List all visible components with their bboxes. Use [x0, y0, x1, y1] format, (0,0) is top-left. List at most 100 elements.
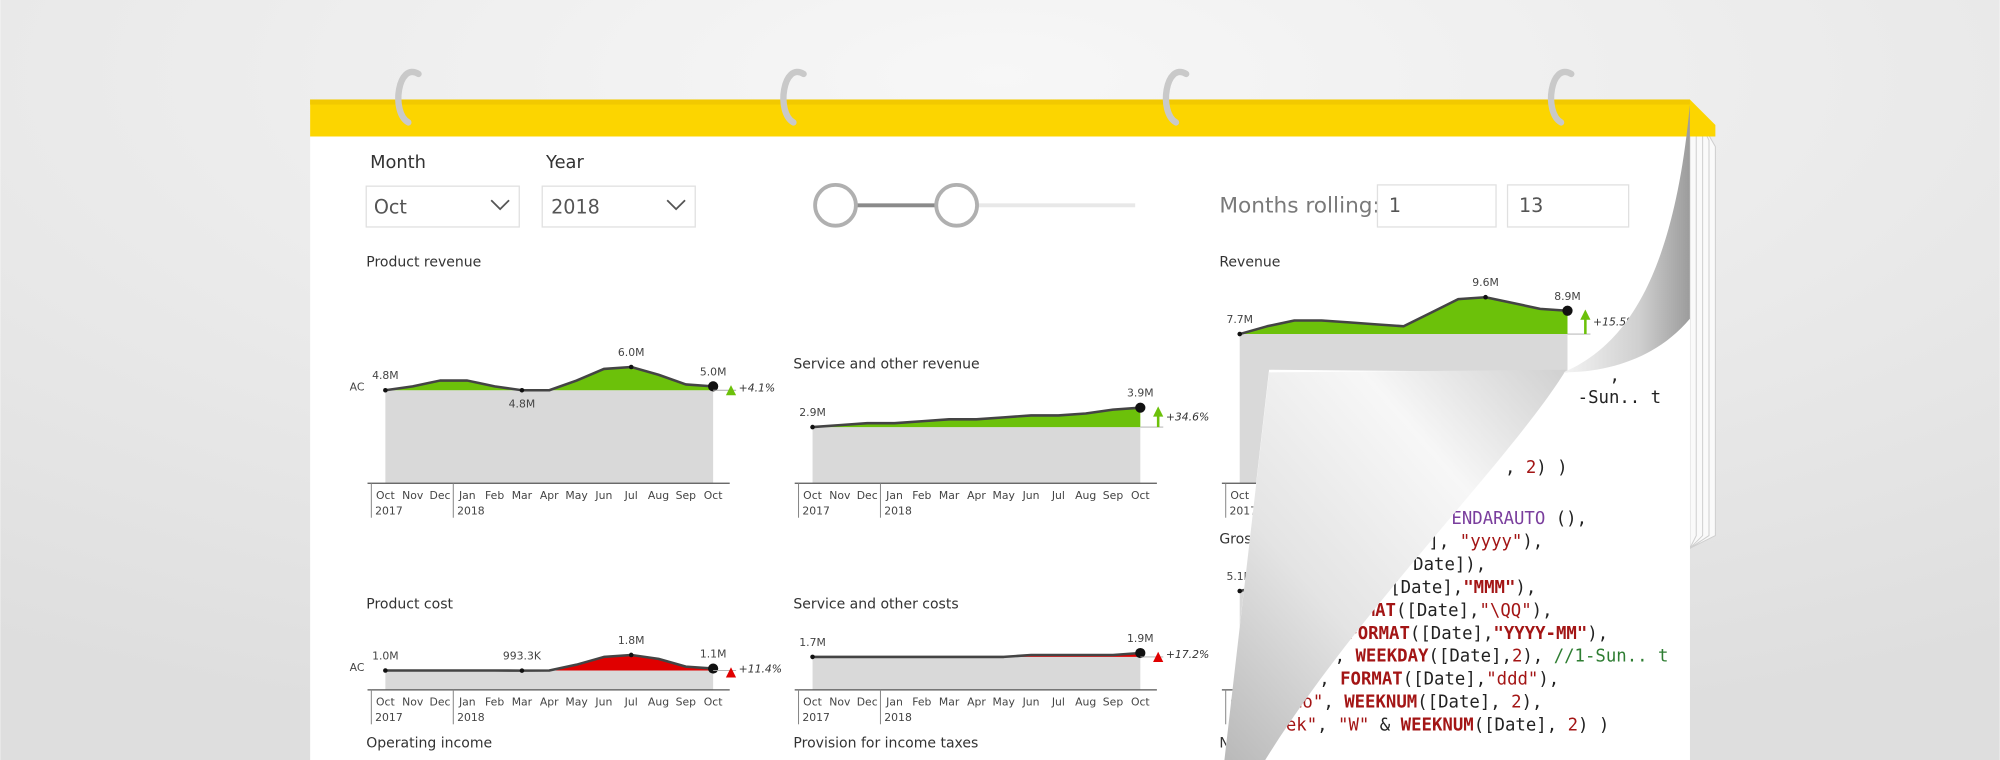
month-label: Apr: [540, 489, 559, 502]
code-line: No", WEEKNUM([Date], 2),: [1292, 693, 1542, 713]
month-label: May: [565, 489, 588, 502]
chart-title: Revenue: [1219, 255, 1280, 271]
delta-arrow-head: [725, 667, 737, 678]
reference-area: [385, 670, 714, 690]
code-line: , FORMAT([Date],"YYYY-MM"),: [1326, 624, 1608, 644]
month-label: Jun: [1022, 489, 1040, 502]
month-label: Feb: [912, 489, 931, 502]
month-label: Sep: [1103, 696, 1124, 709]
month-label: Feb: [485, 696, 504, 709]
value-label: 7.7M: [1226, 313, 1253, 326]
chevron[interactable]: [666, 199, 686, 211]
month-label: Nov: [402, 489, 424, 502]
dropdown-box[interactable]: [541, 185, 696, 228]
code-line: ENDARAUTO (),: [1451, 509, 1587, 529]
delta-label: +4.1%: [739, 381, 776, 394]
input-box[interactable]: [1506, 184, 1630, 228]
input-value[interactable]: 1: [1389, 194, 1401, 217]
slider-thumb[interactable]: [813, 182, 858, 228]
month-label: Jun: [594, 489, 612, 502]
month-label: Oct: [1131, 489, 1150, 502]
month-label: Mar: [512, 489, 533, 502]
chevron[interactable]: [490, 199, 510, 211]
variance-area: [385, 366, 714, 391]
code-line: o", WEEKDAY([Date],2), //1-Sun.. t: [1314, 647, 1669, 667]
month-dropdown[interactable]: Oct: [365, 185, 520, 228]
value-label: 993.3K: [503, 650, 542, 663]
year-label: 2018: [884, 504, 912, 517]
dropdown-box[interactable]: [365, 185, 520, 228]
binder-ring: [1547, 68, 1575, 126]
month-label: Aug: [648, 489, 669, 502]
delta-arrow-head: [1580, 309, 1591, 320]
variance-area: [1239, 297, 1568, 335]
month-label: Jul: [1051, 489, 1065, 502]
delta-label: +11.4%: [739, 663, 782, 676]
value-dot: [1237, 588, 1243, 594]
code-line: ], "yyyy"),: [1428, 532, 1543, 552]
value-label: 3.9M: [1127, 387, 1154, 400]
month-label: Jan: [885, 489, 903, 502]
month-label: Apr: [967, 696, 986, 709]
year-label: 2017: [802, 504, 830, 517]
chart: Service and other costs 1.7M 1.9M Oct 2017 No…: [793, 596, 1209, 725]
series-label: AC: [350, 661, 365, 674]
month-label: Nov: [829, 696, 851, 709]
value-label: 1.9M: [1127, 632, 1154, 645]
month-label: Oct: [376, 696, 395, 709]
chart-title: Service and other revenue: [793, 357, 979, 373]
value-dot: [519, 387, 525, 393]
value-label: 9.6M: [1472, 276, 1499, 289]
month-label: Oct: [1131, 696, 1150, 709]
chart: Product cost AC 1.0M 993.3K 1.8M 1.1M Oct 2017 N…: [350, 596, 782, 725]
filter-label: Year: [545, 152, 584, 173]
value-line: [385, 653, 714, 672]
month-label: Aug: [1075, 696, 1096, 709]
dropdown-value[interactable]: 2018: [551, 195, 600, 218]
value-label: 5.0M: [700, 365, 727, 378]
month-label: Dec: [430, 489, 451, 502]
month-label: Dec: [857, 696, 878, 709]
month-label: Sep: [1103, 489, 1124, 502]
code-line: y", FORMAT([Date],"ddd"),: [1298, 670, 1559, 690]
value-dot: [1237, 331, 1243, 337]
year-dropdown[interactable]: 2018: [541, 185, 696, 228]
month-label: Oct: [803, 696, 822, 709]
month-label: Jul: [624, 696, 638, 709]
reference-area: [812, 656, 1141, 690]
year-label: 2018: [884, 711, 912, 724]
slider-thumb[interactable]: [934, 182, 979, 228]
month-label: Dec: [857, 489, 878, 502]
month-label: Jul: [1051, 696, 1065, 709]
value-dot: [383, 387, 388, 393]
value-dot: [519, 668, 525, 673]
input-box[interactable]: [1376, 184, 1497, 228]
month-label: Feb: [912, 696, 931, 709]
month-label: Oct: [376, 489, 395, 502]
series-label: AC: [350, 381, 365, 394]
chart: Service and other revenue 2.9M 3.9M Oct 2017…: [793, 357, 1209, 518]
month-label: Jun: [594, 696, 612, 709]
value-dot: [383, 668, 388, 673]
value-dot: [810, 654, 815, 660]
variance-area: [812, 407, 1141, 428]
delta-label: +34.6%: [1166, 410, 1209, 423]
binder-ring: [1162, 68, 1190, 126]
value-label: 8.9M: [1554, 290, 1581, 303]
value-dot: [708, 381, 719, 392]
month-label: Mar: [512, 696, 533, 709]
page-flap: [1224, 369, 1567, 760]
value-dot: [1135, 647, 1146, 659]
value-label: 1.1M: [700, 648, 727, 661]
value-dot: [1562, 305, 1573, 316]
value-dot: [1135, 402, 1146, 413]
year-label: 2017: [375, 504, 403, 517]
value-dot: [708, 663, 719, 674]
input-value[interactable]: 13: [1519, 194, 1543, 217]
month-label: Jan: [458, 696, 476, 709]
code-line: , 2) ): [1505, 458, 1568, 478]
code-line: ,: [1610, 366, 1620, 386]
dropdown-value[interactable]: Oct: [374, 195, 408, 218]
month-label: Nov: [402, 696, 424, 709]
header-bar: [310, 99, 1716, 137]
